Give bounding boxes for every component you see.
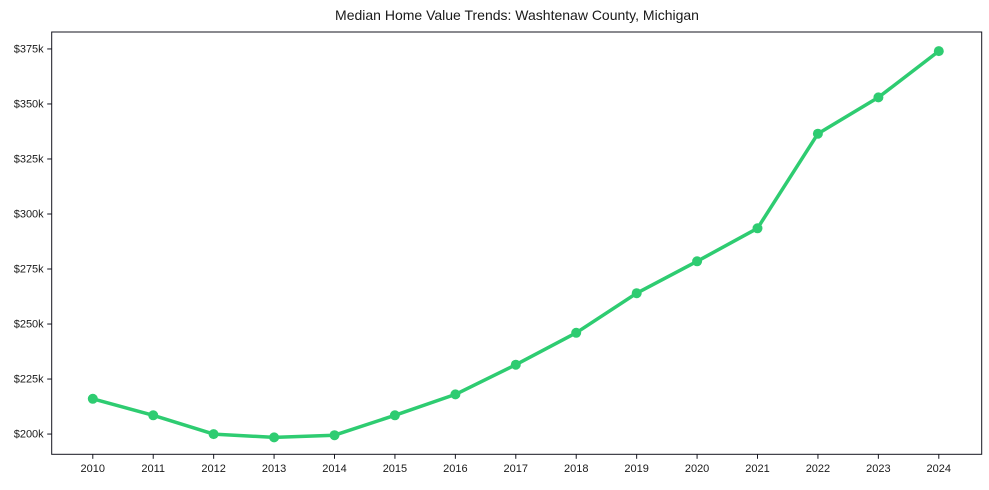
- x-tick-label: 2017: [504, 463, 528, 475]
- data-point-2011: [148, 410, 159, 421]
- x-tick-label: 2010: [81, 463, 105, 475]
- data-point-2014: [329, 430, 340, 441]
- plot-border: [51, 31, 983, 455]
- y-tick-label: $350k: [14, 98, 44, 110]
- x-tick-label: 2024: [927, 463, 951, 475]
- x-tick-label: 2016: [443, 463, 467, 475]
- y-tick-label: $375k: [14, 43, 44, 55]
- y-tick-label: $300k: [14, 208, 44, 220]
- x-tick-label: 2018: [564, 463, 588, 475]
- data-point-2016: [450, 389, 461, 400]
- data-point-2013: [269, 432, 280, 443]
- y-tick-label: $250k: [14, 319, 44, 331]
- x-tick-label: 2012: [201, 463, 225, 475]
- y-tick-label: $225k: [14, 374, 44, 386]
- data-point-2019: [631, 288, 642, 299]
- chart-title: Median Home Value Trends: Washtenaw Coun…: [335, 7, 699, 23]
- x-tick-label: 2020: [685, 463, 709, 475]
- x-tick-label: 2014: [322, 463, 346, 475]
- data-point-2018: [571, 327, 582, 338]
- y-tick-label: $275k: [14, 264, 44, 276]
- data-point-2010: [87, 393, 98, 404]
- data-point-2015: [389, 410, 400, 421]
- data-point-2012: [208, 429, 219, 440]
- data-point-2021: [752, 223, 763, 234]
- y-tick-label: $200k: [14, 429, 44, 441]
- x-tick-label: 2015: [383, 463, 407, 475]
- x-tick-label: 2013: [262, 463, 286, 475]
- x-tick-label: 2021: [745, 463, 769, 475]
- data-point-2017: [510, 359, 521, 370]
- data-point-2020: [692, 256, 703, 267]
- data-point-2023: [873, 92, 884, 103]
- data-point-2022: [812, 128, 823, 139]
- x-tick-label: 2023: [866, 463, 890, 475]
- x-tick-label: 2011: [141, 463, 165, 475]
- x-tick-label: 2019: [624, 463, 648, 475]
- data-point-2024: [933, 46, 944, 57]
- y-tick-label: $325k: [14, 153, 44, 165]
- x-tick-label: 2022: [806, 463, 830, 475]
- trend-line: [91, 49, 941, 440]
